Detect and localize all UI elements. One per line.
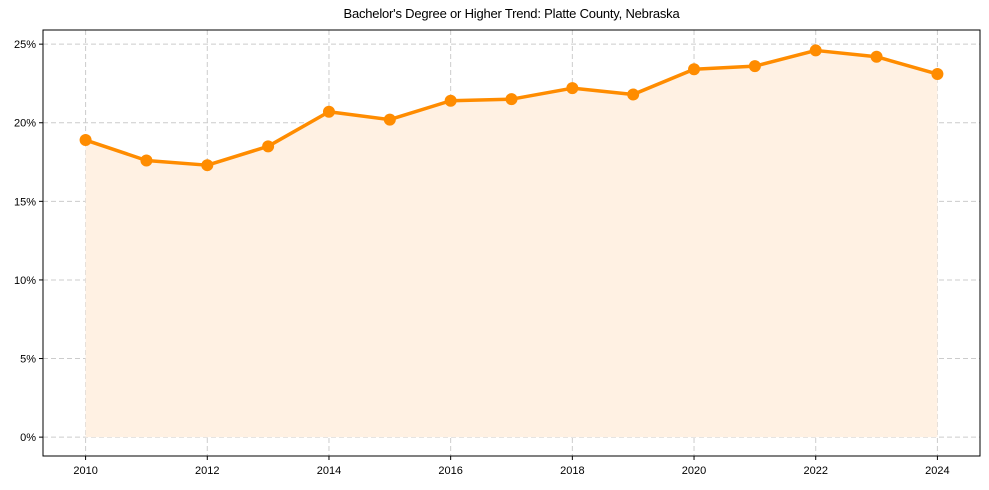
data-point [688, 63, 701, 76]
x-tick-label: 2016 [438, 465, 462, 477]
y-tick-label: 25% [14, 39, 36, 51]
x-tick-label: 2010 [73, 465, 97, 477]
y-tick-label: 5% [20, 354, 36, 366]
data-point [322, 105, 335, 118]
x-tick-label: 2012 [195, 465, 219, 477]
x-tick-label: 2024 [925, 465, 949, 477]
data-point [444, 94, 457, 107]
data-point [748, 60, 761, 73]
data-point [262, 140, 275, 153]
plot-frame [42, 29, 981, 457]
y-tick-label: 10% [14, 275, 36, 287]
data-point [505, 93, 518, 106]
data-point [809, 44, 822, 57]
chart-title: Bachelor's Degree or Higher Trend: Platt… [343, 6, 680, 21]
data-point [931, 68, 944, 81]
y-axis: 0% 5% 10% 15% 20% 25% [14, 39, 43, 444]
x-axis: 2010 2012 2014 2016 2018 2020 2022 2024 [73, 456, 950, 477]
x-tick-label: 2018 [560, 465, 584, 477]
y-tick-label: 0% [20, 432, 36, 444]
data-point [201, 159, 214, 172]
x-tick-label: 2022 [803, 465, 827, 477]
y-tick-label: 20% [14, 118, 36, 130]
data-point [79, 134, 92, 147]
area-fill [85, 50, 938, 438]
data-point [140, 154, 153, 167]
x-tick-label: 2020 [682, 465, 706, 477]
x-tick-label: 2014 [317, 465, 341, 477]
y-tick-label: 15% [14, 196, 36, 208]
data-point [627, 88, 640, 101]
data-point [566, 82, 579, 95]
data-point [870, 50, 883, 63]
data-point [383, 113, 396, 126]
data-markers [79, 44, 944, 172]
